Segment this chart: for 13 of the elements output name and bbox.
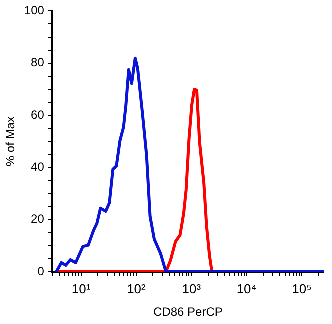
y-axis-title: % of Max xyxy=(4,116,18,167)
y-tick-label: 40 xyxy=(31,160,45,174)
x-tick-label: 10³ xyxy=(182,281,202,296)
y-tick-label: 60 xyxy=(31,108,45,122)
x-axis-title: CD86 PerCP xyxy=(154,305,223,320)
x-tick-label: 10¹ xyxy=(72,281,92,296)
x-tick-label: 10⁴ xyxy=(236,281,257,296)
y-tick-label: 0 xyxy=(38,264,45,278)
y-tick-label: 100 xyxy=(24,4,45,18)
x-tick-label: 10⁵ xyxy=(292,281,312,296)
x-tick-label: 10² xyxy=(127,281,147,296)
y-tick-label: 20 xyxy=(31,212,45,226)
y-tick-label: 80 xyxy=(31,56,45,70)
